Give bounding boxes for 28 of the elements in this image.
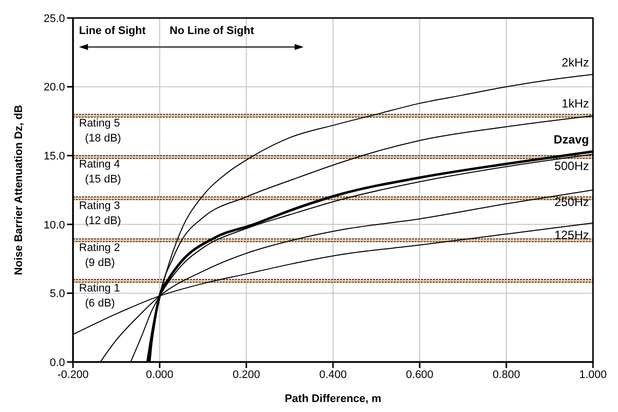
x-tick-label: 0.600	[406, 368, 434, 381]
x-tick-label: -0.200	[57, 368, 89, 381]
x-tick-label: 0.400	[319, 368, 347, 381]
annotation: No Line of Sight	[170, 25, 254, 37]
y-axis-title: Noise Barrier Attenuation Dz, dB	[12, 104, 25, 276]
y-tick-label: 25.0	[44, 12, 65, 25]
band-label: Rating 1 (6 dB)	[79, 282, 120, 310]
x-tick-label: 0.000	[146, 368, 174, 381]
x-tick-label: 0.800	[492, 368, 520, 381]
band-label: Rating 2 (9 dB)	[79, 242, 120, 269]
y-tick-label: 20.0	[44, 82, 65, 94]
band-label: Rating 3 (12 dB)	[79, 200, 122, 227]
series-label: 1kHz	[562, 96, 589, 111]
x-tick-label: 1.000	[579, 368, 607, 381]
y-tick-label: 0.0	[50, 356, 65, 369]
y-tick-label: 5.0	[50, 288, 65, 300]
x-tick-label: 0.200	[232, 368, 260, 381]
x-axis-title: Path Difference, m	[284, 393, 382, 405]
series-label: 250Hz	[554, 195, 589, 209]
band-label: Rating 4 (15 dB)	[79, 158, 122, 186]
annotation: Line of Sight	[79, 25, 146, 37]
series-label: 2kHz	[562, 55, 589, 70]
series-label: 500Hz	[554, 159, 589, 174]
band-label: Rating 5 (18 dB)	[79, 117, 122, 144]
series-label: Dzavg	[554, 132, 589, 146]
y-tick-label: 10.0	[44, 219, 65, 232]
y-tick-label: 15.0	[44, 150, 65, 163]
series-label: 125Hz	[554, 228, 589, 242]
